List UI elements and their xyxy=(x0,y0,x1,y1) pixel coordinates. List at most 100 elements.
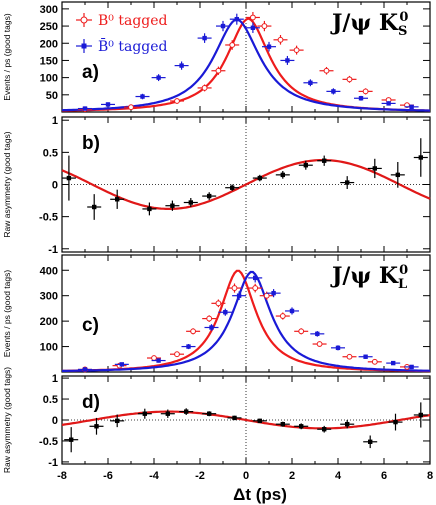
channel-label: J/ψ KS0 xyxy=(330,10,408,39)
data-point xyxy=(273,35,288,45)
open-marker xyxy=(279,313,286,319)
open-marker xyxy=(151,355,157,361)
legend-marker-open xyxy=(80,16,88,24)
filled-marker xyxy=(289,308,295,314)
filled-marker xyxy=(303,163,308,168)
data-point xyxy=(197,33,212,43)
filled-marker xyxy=(395,172,400,178)
data-point xyxy=(331,345,345,351)
data-point xyxy=(413,138,428,177)
open-marker xyxy=(316,341,323,347)
data-point xyxy=(181,344,196,350)
x-tick-label: 0 xyxy=(243,470,249,482)
filled-marker xyxy=(409,104,414,110)
legend: B⁰ tagged B̄⁰ tagged xyxy=(76,13,168,55)
data-point xyxy=(151,358,166,363)
y-tick-label: -1 xyxy=(48,457,58,469)
data-point xyxy=(289,45,304,55)
filled-marker xyxy=(372,166,377,171)
y-tick-label: 0.5 xyxy=(43,394,58,406)
open-marker xyxy=(261,23,268,29)
open-marker xyxy=(250,14,256,21)
filled-marker xyxy=(358,96,364,101)
data-point xyxy=(404,104,419,110)
data-point xyxy=(197,84,212,92)
filled-marker xyxy=(207,411,212,416)
data-point xyxy=(312,341,327,347)
open-marker xyxy=(323,67,330,74)
data-point xyxy=(326,88,341,95)
filled-marker xyxy=(257,418,262,424)
filled-marker xyxy=(223,310,228,315)
legend-marker-filled xyxy=(81,43,87,49)
data-point xyxy=(245,22,260,33)
filled-marker xyxy=(308,80,313,85)
data-point xyxy=(404,364,419,370)
data-point xyxy=(204,324,219,331)
filled-marker xyxy=(184,409,189,414)
x-tick-label: -6 xyxy=(103,470,113,482)
open-marker xyxy=(277,36,284,43)
data-point xyxy=(317,425,332,433)
x-tick-labels: -8 -6 -4 -2 0 2 4 6 8 xyxy=(57,470,433,482)
data-point xyxy=(202,192,217,200)
data-point xyxy=(179,408,194,415)
data-point xyxy=(183,198,198,207)
filled-marker xyxy=(393,419,398,425)
filled-marker xyxy=(115,418,120,424)
data-point xyxy=(319,66,334,75)
data-point xyxy=(257,20,272,32)
filled-marker xyxy=(236,293,242,298)
open-marker xyxy=(362,88,369,95)
data-point xyxy=(363,435,378,449)
data-point xyxy=(367,158,382,179)
data-point xyxy=(186,328,201,335)
filled-marker xyxy=(202,35,207,41)
y-tick-label: 0 xyxy=(52,415,58,427)
filled-marker xyxy=(253,275,258,281)
filled-marker xyxy=(335,345,341,351)
data-point xyxy=(262,41,276,52)
panel-a: 50 100 150 200 250 300 Events / ps (good tags)… xyxy=(2,1,431,113)
open-marker xyxy=(371,358,378,365)
data-point xyxy=(294,423,309,430)
filled-marker xyxy=(209,325,214,330)
x-tick-label: 4 xyxy=(335,470,342,482)
filled-marker xyxy=(299,424,304,429)
data-point xyxy=(266,289,281,298)
x-tick-label: -4 xyxy=(149,470,160,482)
filled-marker xyxy=(119,362,124,367)
data-point xyxy=(89,417,104,435)
data-point xyxy=(340,176,355,189)
data-point xyxy=(202,315,217,322)
filled-marker xyxy=(257,175,262,181)
data-point xyxy=(170,98,184,104)
data-point xyxy=(137,408,152,419)
panel-label: d) xyxy=(82,392,100,413)
x-tick-label: 2 xyxy=(289,470,295,482)
y-axis-label: Raw asymmetry (good tags) xyxy=(2,367,12,473)
filled-marker xyxy=(188,200,193,205)
open-marker xyxy=(252,285,259,291)
x-tick-label: 8 xyxy=(427,470,433,482)
data-point xyxy=(340,420,355,429)
filled-marker xyxy=(280,421,285,427)
data-point xyxy=(354,95,368,101)
panel-d: -1 -0.5 0 0.5 1 Raw asymmetry (good tags) d) xyxy=(2,367,431,473)
data-point xyxy=(225,40,240,50)
panel-label: a) xyxy=(82,62,99,83)
data-point xyxy=(298,160,313,170)
data-point xyxy=(78,106,92,111)
filled-marker xyxy=(322,427,327,432)
filled-marker xyxy=(230,185,235,190)
y-tick-label: 50 xyxy=(46,90,58,102)
filled-marker xyxy=(266,44,272,49)
y-tick-label: 300 xyxy=(40,291,58,303)
y-tick-label: 150 xyxy=(40,55,58,67)
data-point xyxy=(227,283,242,293)
y-tick-label: -1 xyxy=(48,244,58,256)
data-point xyxy=(211,299,226,308)
data-point xyxy=(303,79,318,87)
